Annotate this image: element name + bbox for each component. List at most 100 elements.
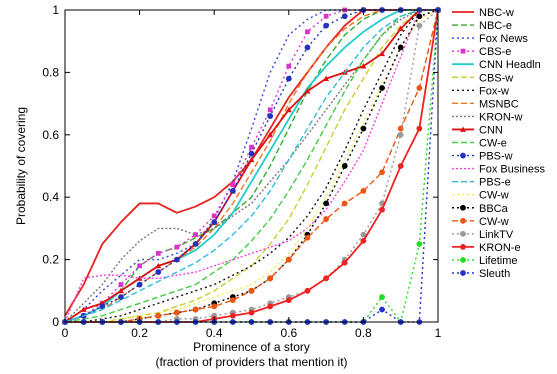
- data-point: [323, 75, 330, 82]
- legend-marker: [460, 126, 466, 132]
- legend-label: PBS-w: [479, 151, 513, 163]
- data-point: [323, 13, 329, 19]
- legend-item: KRON-e: [452, 242, 521, 254]
- legend-marker: [460, 217, 466, 224]
- data-point: [248, 156, 255, 163]
- y-axis-label: Probability of covering: [14, 107, 28, 225]
- series-line: [64, 9, 438, 323]
- x-axis-label-line-1: Prominence of a story: [193, 340, 310, 354]
- legend-label: Fox News: [479, 33, 528, 45]
- y-tick-label: 0: [52, 315, 59, 329]
- data-point: [379, 306, 385, 313]
- legend-item: CNN Headln: [452, 59, 541, 71]
- legend-marker: [460, 230, 466, 237]
- legend-item: Sleuth: [452, 268, 510, 280]
- data-point: [118, 282, 124, 287]
- data-point: [323, 200, 329, 207]
- series-13: [64, 9, 438, 323]
- data-point: [136, 281, 143, 288]
- data-point: [193, 232, 198, 238]
- data-point: [397, 163, 404, 169]
- legend-item: CBS-w: [452, 72, 513, 84]
- data-point: [323, 216, 329, 222]
- data-point: [118, 294, 124, 300]
- data-point: [285, 75, 292, 82]
- legend-label: Fox Business: [479, 164, 546, 176]
- data-point: [174, 244, 180, 250]
- data-point: [267, 275, 274, 282]
- data-point: [360, 188, 367, 194]
- data-point: [305, 29, 310, 35]
- data-point: [416, 125, 423, 132]
- legend-label: CNN: [479, 124, 503, 136]
- data-point: [267, 107, 273, 113]
- data-point: [360, 125, 367, 132]
- legend-label: BBCa: [479, 203, 509, 215]
- data-point: [155, 312, 162, 319]
- data-point: [397, 44, 404, 51]
- data-point: [397, 25, 404, 32]
- y-tick-label: 0.2: [42, 253, 59, 267]
- x-tick-label: 0.2: [131, 326, 148, 340]
- legend-marker: [460, 152, 466, 159]
- data-point: [211, 213, 217, 219]
- series-10: [64, 9, 438, 323]
- y-tick-label: 0.6: [42, 128, 59, 142]
- data-point: [341, 13, 348, 20]
- x-tick-label: 0.4: [206, 326, 223, 340]
- legend-label: Lifetime: [479, 255, 518, 267]
- axes-layer: 0 0.2 0.4 0.6 0.8 1 0 0.2 0.4 0.6 0.8 1: [42, 3, 441, 340]
- data-point: [323, 22, 329, 29]
- legend-label: NBC-w: [479, 7, 514, 19]
- data-point: [211, 219, 218, 226]
- data-point: [360, 231, 367, 238]
- series-line: [64, 9, 438, 323]
- legend-label: KRON-e: [479, 242, 521, 254]
- legend-marker: [460, 243, 466, 250]
- x-tick-label: 0.8: [355, 326, 372, 340]
- data-point: [397, 125, 404, 132]
- data-point: [137, 263, 142, 269]
- data-point: [249, 144, 254, 150]
- data-point: [173, 256, 180, 263]
- data-point: [285, 256, 292, 263]
- data-point: [267, 131, 274, 138]
- series-7: [64, 9, 438, 323]
- data-point: [155, 262, 162, 269]
- data-point: [416, 85, 423, 91]
- legend-item: CBS-e: [452, 46, 511, 58]
- data-point: [379, 85, 385, 91]
- data-point: [285, 297, 292, 304]
- legend-item: NBC-e: [452, 20, 512, 32]
- data-point: [379, 206, 385, 213]
- legend-item: LinkTV: [452, 229, 514, 241]
- data-point: [323, 275, 329, 282]
- legend-marker: [460, 204, 466, 211]
- data-point: [397, 131, 404, 138]
- legend-label: Sleuth: [479, 268, 510, 280]
- y-tick-label: 0.8: [42, 65, 59, 79]
- x-tick-label: 0.6: [280, 326, 297, 340]
- legend-label: CW-e: [479, 138, 507, 150]
- plot-frame: [64, 9, 439, 323]
- legend-marker: [460, 257, 466, 263]
- legend-label: NBC-e: [479, 20, 512, 32]
- series-line: [65, 9, 438, 323]
- data-point: [379, 169, 385, 176]
- legend-label: CW-w: [479, 216, 509, 228]
- legend-label: MSNBC: [479, 98, 519, 110]
- data-point: [248, 150, 255, 157]
- legend-item: PBS-e: [452, 177, 511, 189]
- data-point: [192, 241, 199, 247]
- data-point: [80, 306, 87, 312]
- legend-label: LinkTV: [479, 229, 514, 241]
- legend-item: Lifetime: [452, 255, 518, 267]
- legend-label: CNN Headln: [479, 59, 541, 71]
- legend-item: Fox Business: [452, 164, 546, 176]
- x-tick-label: 1: [435, 326, 442, 340]
- series-line: [65, 9, 439, 323]
- data-point: [117, 287, 124, 294]
- legend-label: KRON-w: [479, 111, 522, 123]
